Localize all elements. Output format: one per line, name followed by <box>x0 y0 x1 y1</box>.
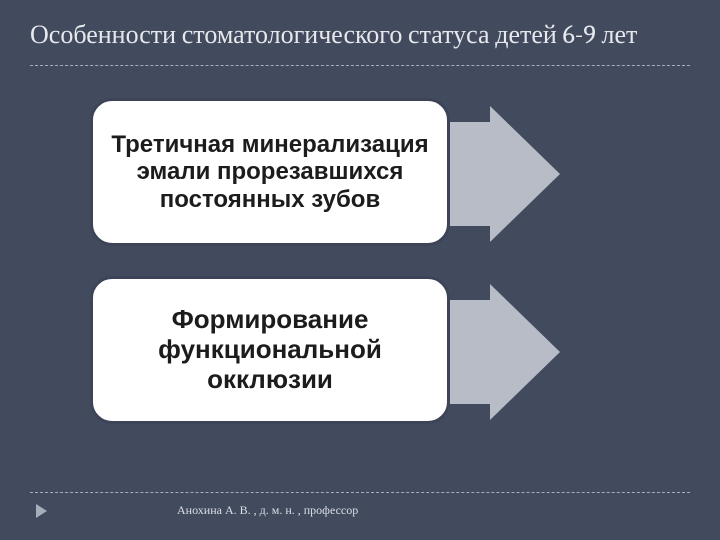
box-1: Третичная минерализация эмали прорезавши… <box>90 98 450 246</box>
bullet-icon <box>36 504 47 518</box>
slide: Особенности стоматологического статуса д… <box>0 0 720 540</box>
divider-top <box>30 65 690 66</box>
diagram-area: Третичная минерализация эмали прорезавши… <box>30 94 690 454</box>
divider-bottom <box>30 492 690 493</box>
arrow-head-icon <box>490 106 560 242</box>
footer-text: Анохина А. В. , д. м. н. , профессор <box>177 503 358 518</box>
slide-title: Особенности стоматологического статуса д… <box>30 20 690 51</box>
arrow-head-icon <box>490 284 560 420</box>
row-1: Третичная минерализация эмали прорезавши… <box>30 94 690 254</box>
box-2: Формирование функциональной окклюзии <box>90 276 450 424</box>
footer-row: Анохина А. В. , д. м. н. , профессор <box>30 503 690 518</box>
footer-area: Анохина А. В. , д. м. н. , профессор <box>30 492 690 518</box>
row-2: Формирование функциональной окклюзии <box>30 272 690 432</box>
